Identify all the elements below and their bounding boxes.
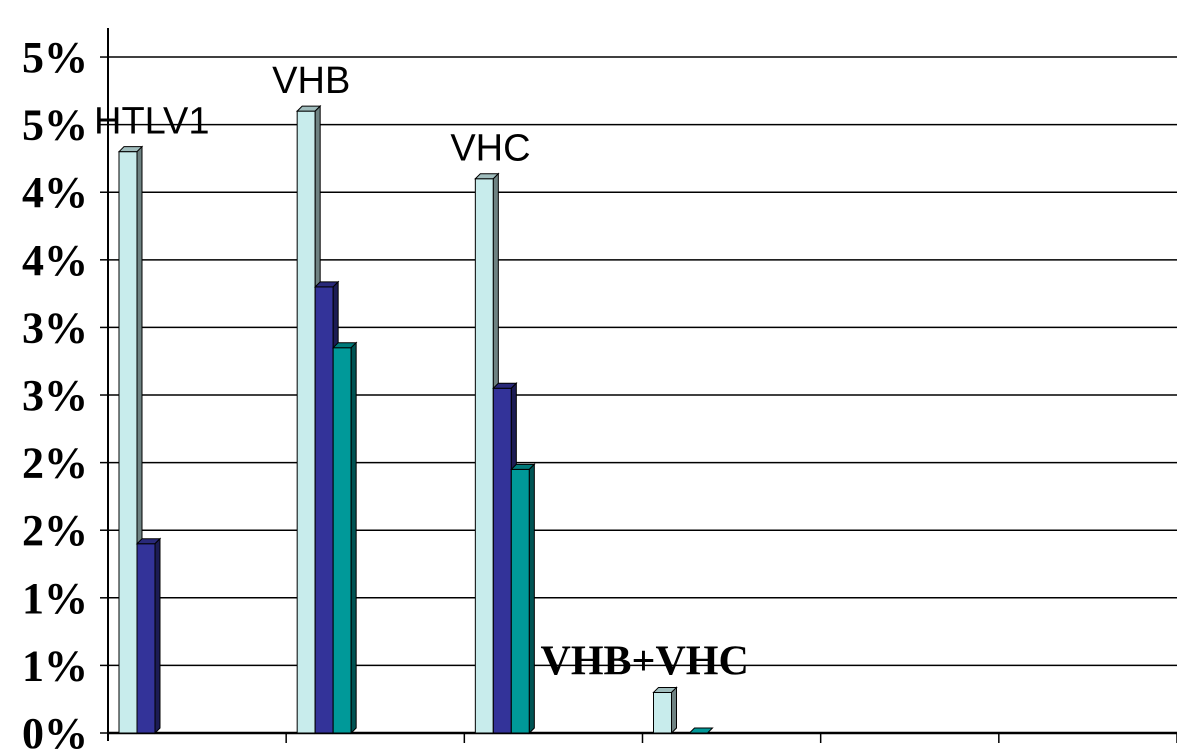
y-tick-label: 4% xyxy=(22,236,88,285)
bar xyxy=(688,727,714,734)
bar xyxy=(332,347,352,734)
y-tick-label: 4% xyxy=(22,168,88,217)
bar xyxy=(136,543,156,734)
bar xyxy=(474,178,494,734)
y-tick-label: 1% xyxy=(22,641,88,690)
bar xyxy=(492,387,512,734)
y-tick-label: 0% xyxy=(22,709,88,752)
bar-side xyxy=(671,686,677,735)
y-tick-label: 3% xyxy=(22,371,88,420)
y-tick-label: 2% xyxy=(22,439,88,488)
y-tick-label: 5% xyxy=(22,101,88,150)
y-tick-label: 3% xyxy=(22,303,88,352)
bar-side xyxy=(350,341,357,735)
y-tick-label: 5% xyxy=(22,33,88,82)
category-label: VHC xyxy=(450,128,530,170)
y-tick-label: 2% xyxy=(22,506,88,555)
bar xyxy=(510,468,530,734)
category-label: VHB+VHC xyxy=(541,638,749,684)
bar xyxy=(118,151,138,734)
category-label: VHB xyxy=(272,60,350,102)
bar xyxy=(314,286,334,734)
bar-side xyxy=(528,463,535,735)
y-tick-label: 1% xyxy=(22,574,88,623)
bar xyxy=(296,110,316,734)
category-label: HTLV1 xyxy=(94,101,209,143)
bar-side xyxy=(154,537,161,735)
bar xyxy=(653,691,672,734)
